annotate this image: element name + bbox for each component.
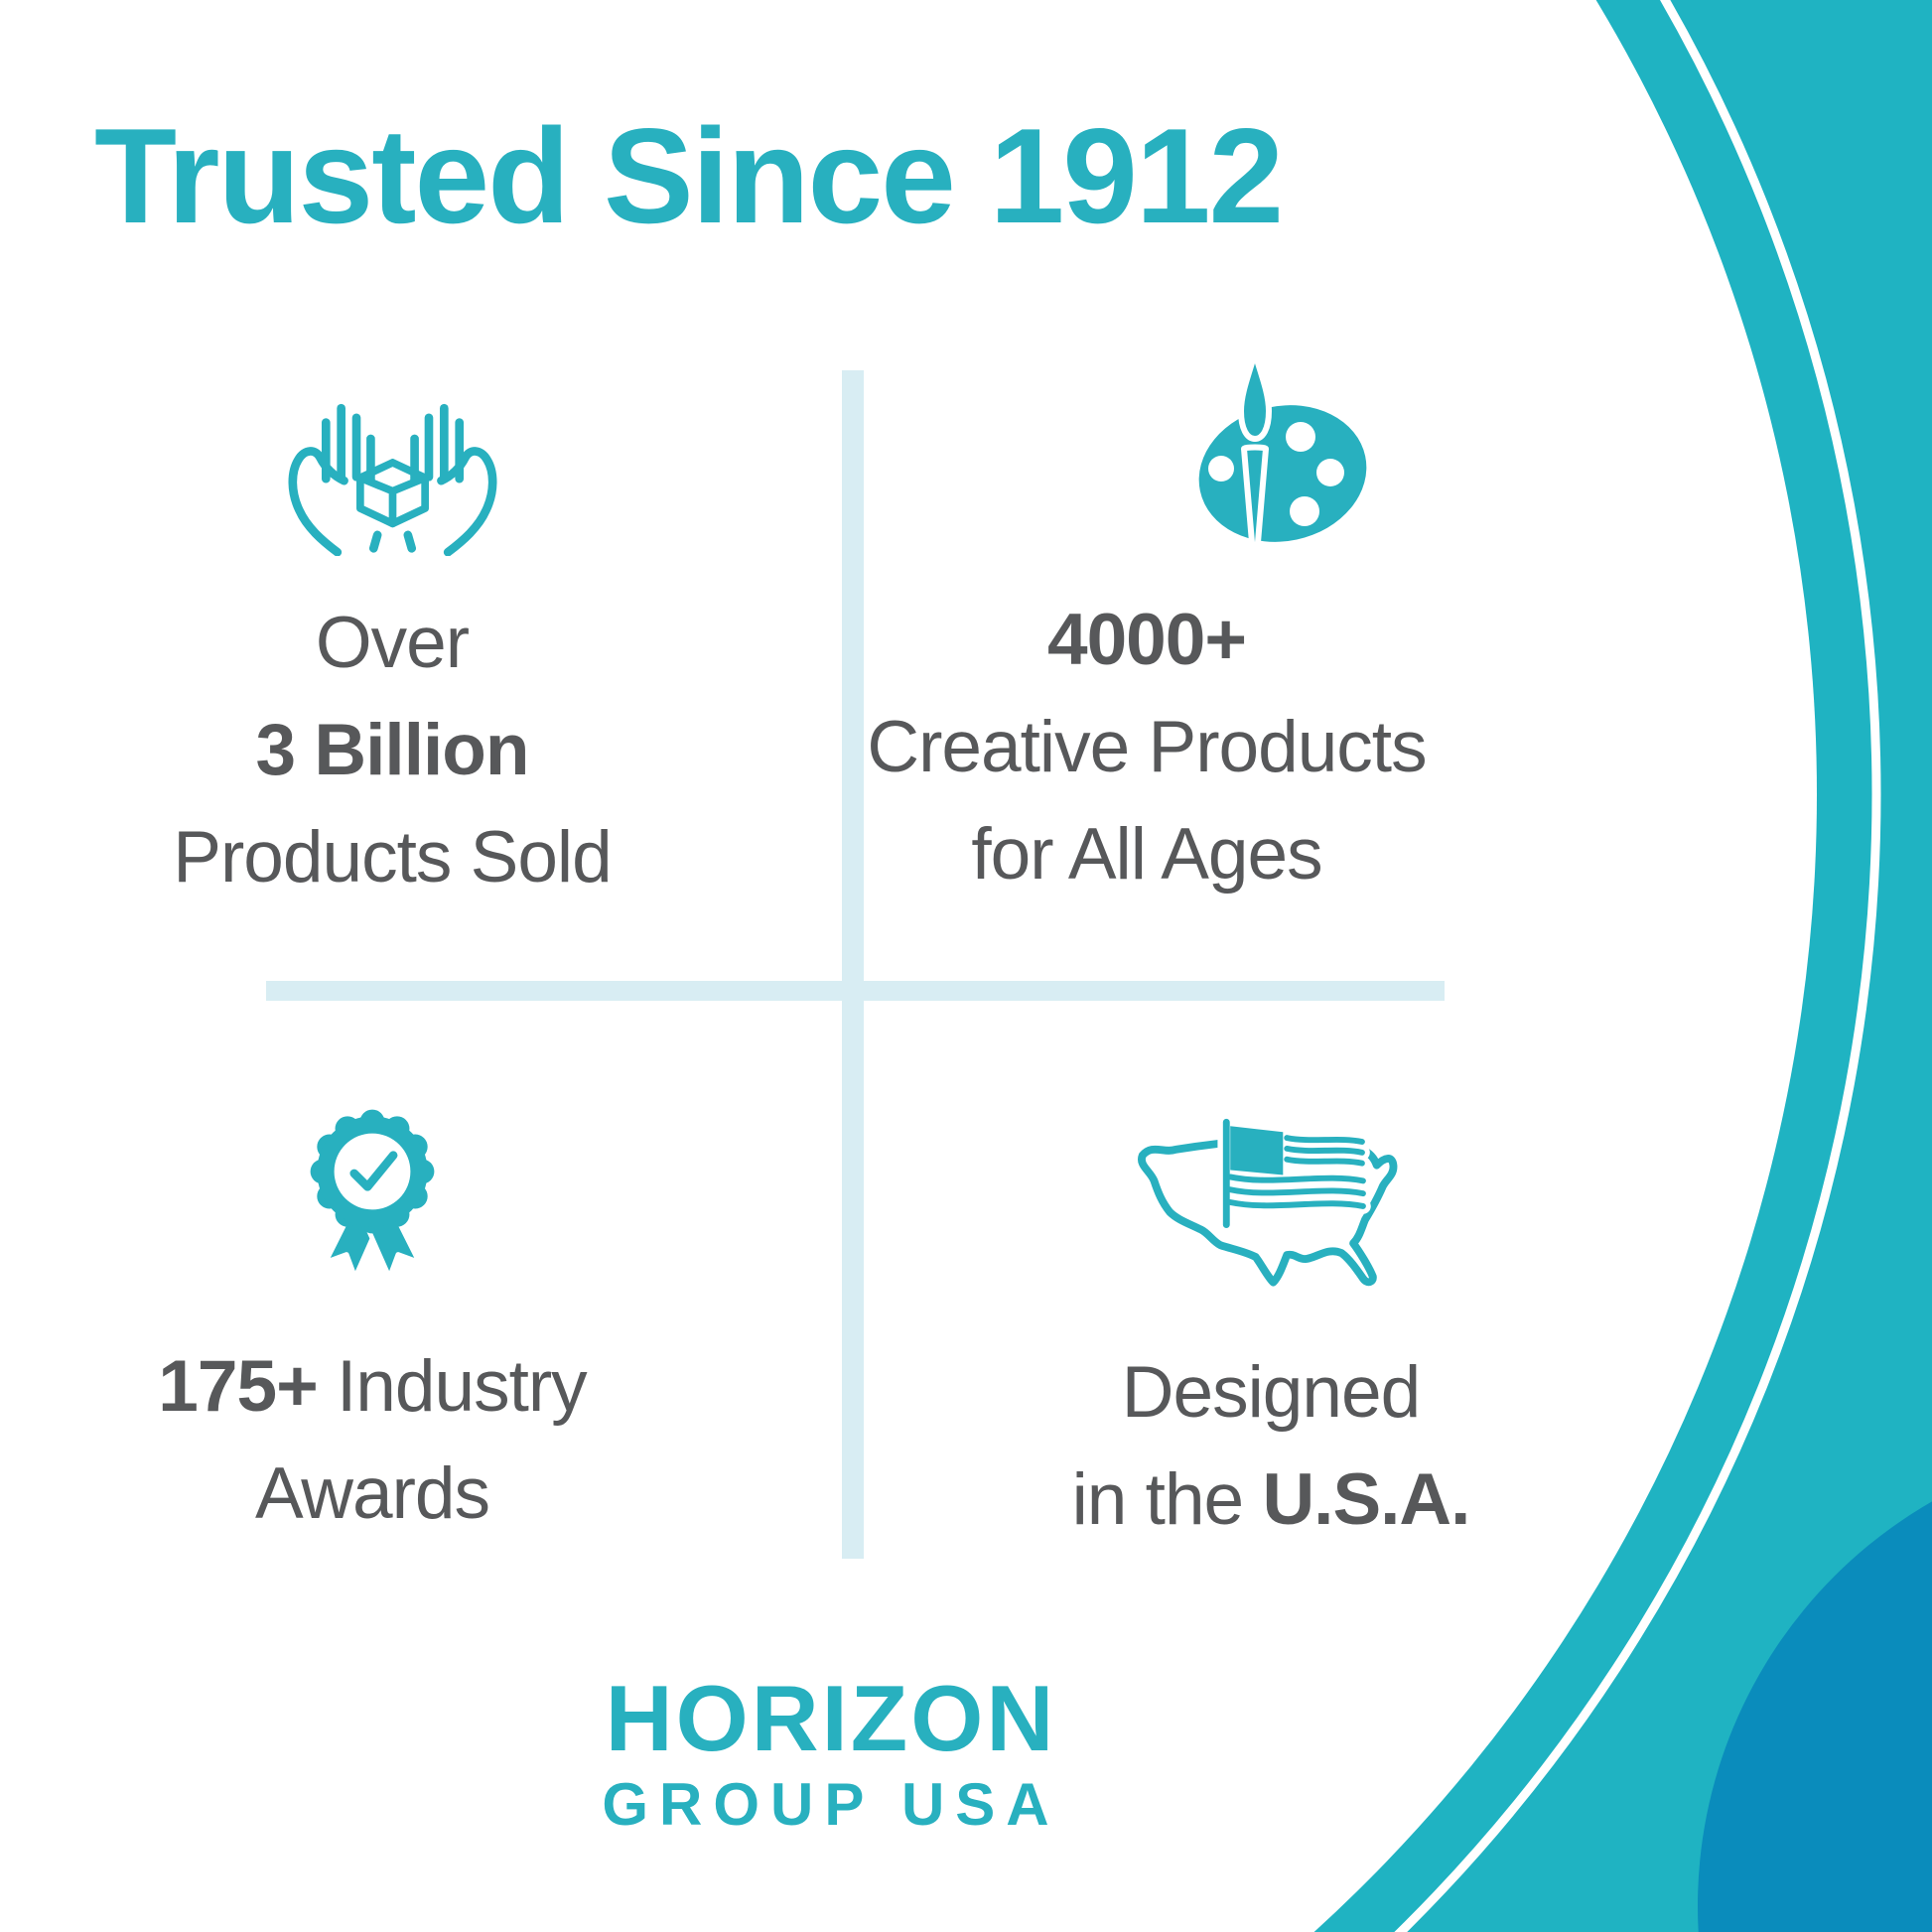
stat-line-segment: Awards: [254, 1453, 490, 1534]
white-ring-arc: [1393, 0, 1881, 1932]
usa-map-flag-icon: [1137, 1114, 1397, 1287]
stat-line-segment: Designed: [1121, 1352, 1421, 1433]
stat-text: 4000+ Creative Products for All Ages: [867, 587, 1427, 908]
stat-line: Products Sold: [173, 804, 612, 911]
stat-line: Creative Products: [867, 694, 1427, 801]
logo-primary-text: HORIZON: [605, 1666, 1057, 1770]
stat-line: Over: [173, 590, 611, 697]
stat-text: Designed in the U.S.A.: [1071, 1339, 1471, 1554]
award-ribbon-check-icon: [310, 1109, 435, 1280]
stat-line-segment: in the: [1071, 1459, 1263, 1540]
horizon-group-usa-logo: HORIZON GROUP USA: [533, 1670, 1129, 1837]
logo-secondary-text: GROUP USA: [602, 1771, 1060, 1838]
stat-creative-products: 4000+ Creative Products for All Ages: [839, 349, 1454, 908]
stat-products-sold: Over 3 Billion Products Sold: [84, 365, 700, 911]
stat-line: Designed: [1072, 1339, 1470, 1447]
stat-line: 3 Billion: [173, 697, 611, 804]
divider-vertical: [842, 370, 864, 1559]
paint-palette-brush-icon: [1198, 349, 1367, 560]
stat-line-segment: Products Sold: [173, 817, 612, 897]
stat-industry-awards: 175+ Industry Awards: [65, 1100, 680, 1548]
stat-line-segment: Creative Products: [867, 707, 1427, 787]
stat-line-segment: Industry: [317, 1346, 588, 1427]
white-content-circle: [0, 0, 1817, 1932]
stat-text: 175+ Industry Awards: [158, 1333, 588, 1548]
stat-line-segment: 3 Billion: [255, 710, 530, 790]
dark-blue-corner-circle: [1698, 1501, 1932, 1932]
stat-line-segment: 175+: [158, 1346, 318, 1427]
page-title: Trusted Since 1912: [94, 100, 1284, 251]
stat-line: 175+ Industry: [158, 1333, 588, 1441]
stat-line-segment: U.S.A.: [1262, 1459, 1470, 1540]
stat-line: for All Ages: [867, 801, 1426, 908]
stat-line: 4000+: [867, 587, 1426, 694]
stat-line-segment: 4000+: [1046, 600, 1247, 680]
hands-holding-product-icon: [288, 403, 496, 556]
stat-line: Awards: [158, 1441, 586, 1548]
stat-line: in the U.S.A.: [1071, 1447, 1471, 1554]
stat-text: Over 3 Billion Products Sold: [173, 590, 612, 911]
stat-designed-in-usa: Designed in the U.S.A.: [963, 1114, 1579, 1554]
stat-line-segment: Over: [315, 603, 470, 683]
stat-line-segment: for All Ages: [971, 814, 1322, 895]
